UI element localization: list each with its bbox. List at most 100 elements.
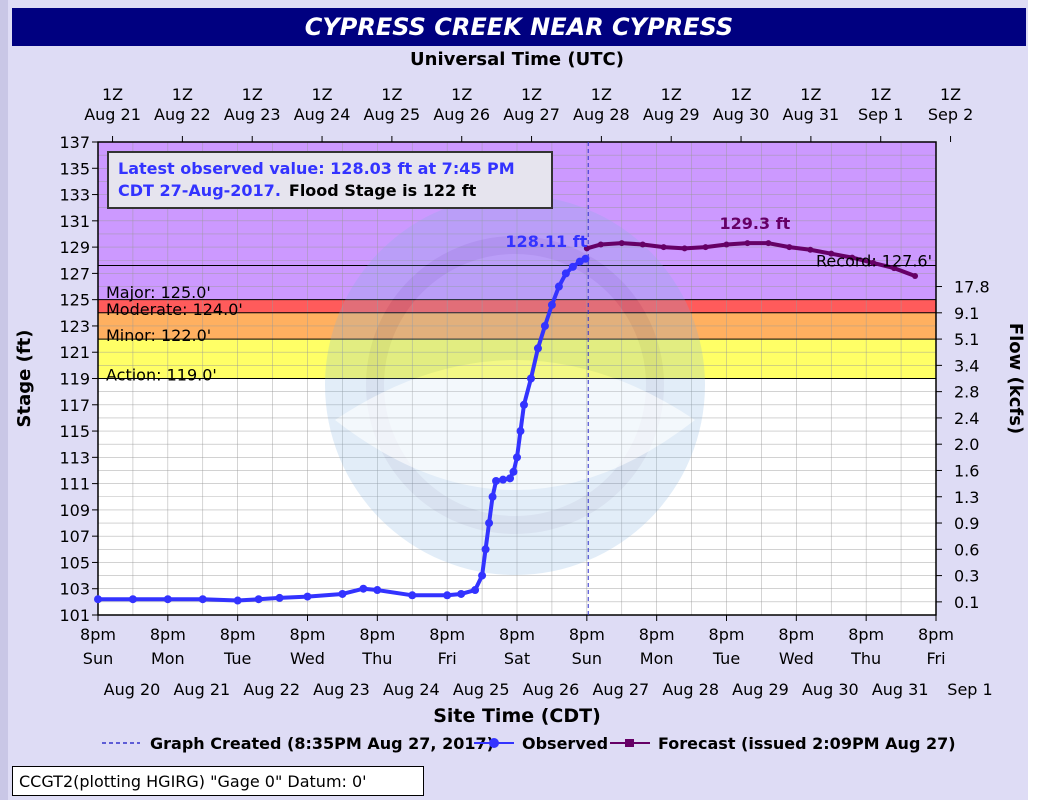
top-tick-date: Aug 31 [783, 105, 840, 124]
right-edge [1028, 0, 1040, 800]
utc-axis-title: Universal Time (UTC) [410, 49, 624, 70]
forecast-point [702, 244, 709, 251]
observed-point [485, 519, 494, 528]
forecast-point [765, 240, 772, 247]
top-tick-hour: 1Z [102, 85, 123, 104]
flood-category-label: Major: 125.0' [106, 283, 211, 302]
observed-point [359, 584, 368, 593]
bottom-tick-time: 8pm [429, 625, 465, 644]
observed-point [481, 545, 490, 554]
observed-point [513, 453, 521, 462]
top-tick-date: Aug 29 [643, 105, 700, 124]
observed-point [554, 282, 563, 291]
forecast-point [807, 246, 814, 253]
site-time-axis-title: Site Time (CDT) [433, 705, 601, 727]
y-tick-label: 131 [59, 212, 90, 231]
bottom-tick-day: Mon [151, 649, 185, 668]
forecast-point [660, 244, 667, 251]
y-tick-label: 137 [59, 133, 90, 152]
info-line-2-flood-stage: Flood Stage is 122 ft [289, 181, 477, 200]
bottom-tick-time: 8pm [639, 625, 675, 644]
bottom-tick-date: Aug 21 [173, 680, 230, 699]
forecast-peak-label: 129.3 ft [720, 214, 791, 233]
flow-tick-label: 9.1 [954, 304, 979, 323]
y-tick-label: 113 [59, 448, 90, 467]
bottom-tick-day: Mon [640, 649, 674, 668]
forecast-point [681, 245, 688, 252]
gage-datum-footer: CCGT2(plotting HGIRG) "Gage 0" Datum: 0' [12, 766, 424, 796]
top-tick-hour: 1Z [870, 85, 891, 104]
forecast-point [828, 250, 835, 257]
top-tick-hour: 1Z [172, 85, 193, 104]
y-tick-label: 103 [59, 580, 90, 599]
info-box-frame [107, 151, 553, 209]
observed-point [408, 591, 417, 600]
bottom-tick-time: 8pm [569, 625, 605, 644]
observed-point [373, 586, 382, 595]
bottom-tick-date: Aug 26 [523, 680, 580, 699]
flood-category-label: Action: 119.0' [106, 366, 217, 385]
bottom-tick-day: Thu [850, 649, 881, 668]
observed-point [233, 596, 242, 605]
flow-axis-title: Flow (kcfs) [1005, 323, 1026, 434]
observed-point [163, 595, 172, 604]
observed-point [198, 595, 207, 604]
observed-point [509, 467, 518, 476]
bottom-tick-day: Sun [572, 649, 602, 668]
forecast-point [597, 241, 604, 248]
bottom-tick-date: Aug 25 [453, 680, 510, 699]
top-tick-date: Aug 27 [503, 105, 560, 124]
flow-axis: 0.1 0.3 0.6 0.9 1.3 1.6 2.0 2.4 2.8 3.4 5.1 9.1 17.8… [936, 278, 1026, 612]
y-tick-label: 123 [59, 317, 90, 336]
bottom-tick-time: 8pm [499, 625, 535, 644]
flow-tick-label: 17.8 [954, 278, 990, 297]
top-tick-date: Sep 1 [858, 105, 903, 124]
top-tick-hour: 1Z [381, 85, 402, 104]
top-tick-hour: 1Z [661, 85, 682, 104]
top-tick-date: Sep 2 [928, 105, 973, 124]
legend-observed-label: Observed [522, 734, 608, 753]
chart-title: CYPRESS CREEK NEAR CYPRESS [12, 8, 1026, 46]
flow-tick-label: 0.6 [954, 540, 979, 559]
observed-point [471, 586, 480, 595]
y-tick-label: 105 [59, 553, 90, 572]
top-tick-date: Aug 23 [224, 105, 281, 124]
annotation-labels: Major: 125.0'Moderate: 124.0' Minor: 122.… [102, 151, 956, 753]
observed-point [492, 476, 501, 485]
y-tick-label: 101 [59, 606, 90, 625]
latest-value-box: Latest observed value: 128.03 ft at 7:45… [107, 151, 553, 209]
observed-point [338, 589, 347, 598]
flow-tick-label: 5.1 [954, 330, 979, 349]
observed-point [547, 300, 556, 309]
bottom-tick-time: 8pm [290, 625, 326, 644]
observed-point [499, 475, 508, 484]
top-tick-date: Aug 30 [713, 105, 770, 124]
observed-point [581, 254, 590, 263]
bottom-tick-time: 8pm [220, 625, 256, 644]
observed-point [519, 400, 528, 409]
flow-tick-label: 0.9 [954, 514, 979, 533]
bottom-tick-day: Sat [504, 649, 530, 668]
top-tick-hour: 1Z [242, 85, 263, 104]
forecast-point [849, 254, 856, 261]
bottom-tick-day: Fri [438, 649, 457, 668]
flow-tick-label: 1.6 [954, 461, 979, 480]
noaa-watermark-icon [325, 195, 705, 575]
legend-forecast-marker [625, 739, 634, 747]
y-tick-label: 133 [59, 186, 90, 205]
top-tick-hour: 1Z [311, 85, 332, 104]
y-tick-label: 117 [59, 396, 90, 415]
top-tick-hour: 1Z [521, 85, 542, 104]
flow-tick-label: 2.0 [954, 435, 979, 454]
stage-axis-title: Stage (ft) [14, 330, 35, 428]
bottom-tick-day: Fri [926, 649, 945, 668]
top-tick-hour: 1Z [591, 85, 612, 104]
observed-point [275, 593, 284, 602]
forecast-point [891, 265, 898, 272]
bottom-tick-date: Aug 31 [872, 680, 929, 699]
bottom-tick-time: 8pm [709, 625, 745, 644]
bottom-tick-date: Aug 29 [732, 680, 789, 699]
forecast-point [723, 241, 730, 248]
bottom-tick-time: 8pm [80, 625, 116, 644]
